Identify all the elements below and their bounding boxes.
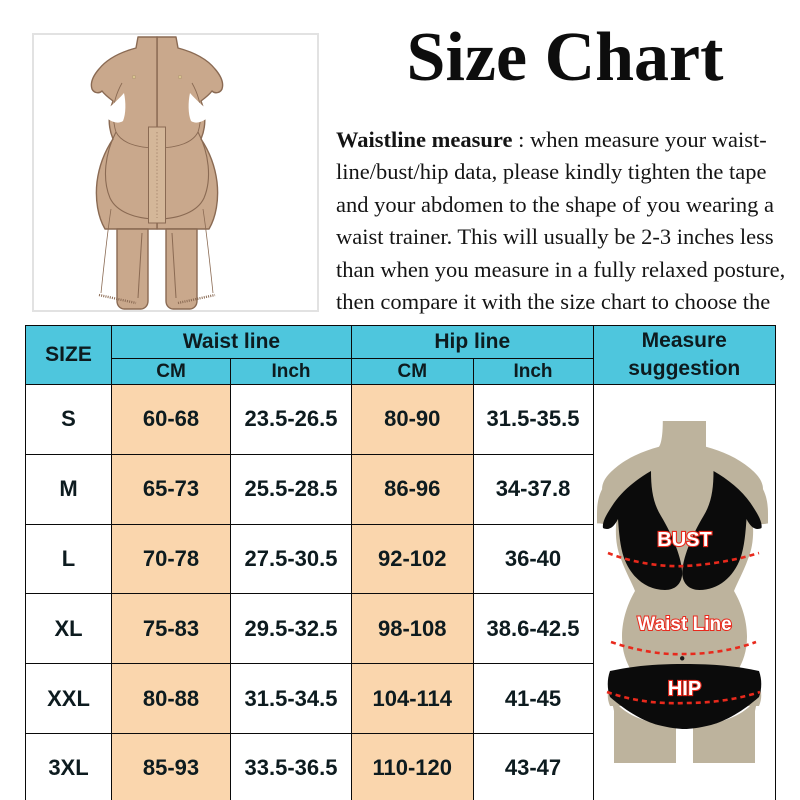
svg-text:BUST: BUST [657,529,711,551]
svg-text:HIP: HIP [667,678,700,700]
svg-text:Waist Line: Waist Line [637,614,731,635]
